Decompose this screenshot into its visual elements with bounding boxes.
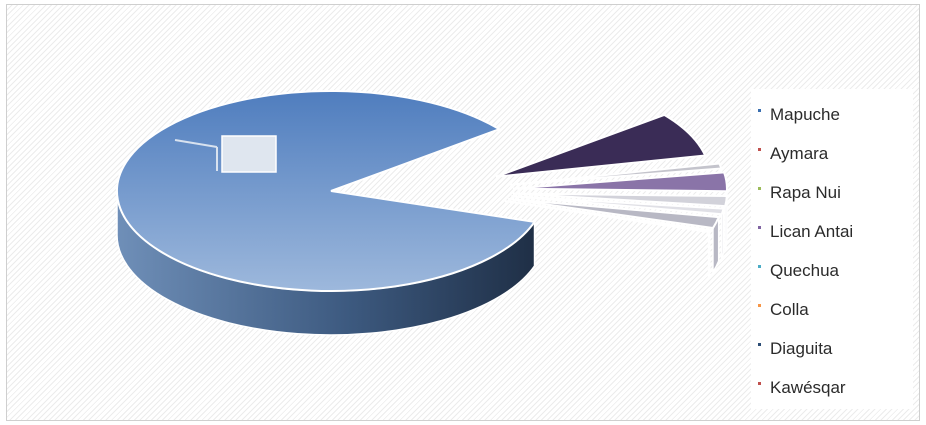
legend-label: Kawésqar — [770, 378, 846, 398]
legend-marker-rapa-nui — [758, 187, 761, 190]
legend-label: Mapuche — [770, 105, 840, 125]
legend-label: Quechua — [770, 261, 839, 281]
legend-label: Colla — [770, 300, 809, 320]
legend-item-mapuche: Mapuche — [751, 101, 840, 129]
legend-label: Rapa Nui — [770, 183, 841, 203]
legend-item-kawesqar: Kawésqar — [751, 374, 846, 402]
pie-slice-top-mapuche — [117, 91, 535, 291]
legend-marker-lican-antai — [758, 226, 761, 229]
legend-item-rapa-nui: Rapa Nui — [751, 179, 841, 207]
pie-slice-side-kawesqar — [709, 230, 710, 276]
mapuche-data-label-box — [222, 136, 276, 172]
legend-item-aymara: Aymara — [751, 140, 828, 168]
pie-slice-mapuche — [117, 91, 535, 335]
legend-marker-kawesqar — [758, 382, 761, 385]
legend-label: Diaguita — [770, 339, 832, 359]
legend-marker-aymara — [758, 148, 761, 151]
legend: Mapuche Aymara Rapa Nui Lican Antai Quec… — [751, 89, 913, 409]
legend-item-colla: Colla — [751, 296, 809, 324]
legend-marker-mapuche — [758, 109, 761, 112]
legend-item-diaguita: Diaguita — [751, 335, 832, 363]
legend-label: Lican Antai — [770, 222, 853, 242]
legend-item-quechua: Quechua — [751, 257, 839, 285]
legend-marker-colla — [758, 304, 761, 307]
pie-slice-side-colla — [722, 209, 724, 259]
chart-area: Mapuche Aymara Rapa Nui Lican Antai Quec… — [6, 4, 920, 421]
legend-label: Aymara — [770, 144, 828, 164]
legend-item-lican-antai: Lican Antai — [751, 218, 853, 246]
legend-marker-diaguita — [758, 343, 761, 346]
legend-marker-quechua — [758, 265, 761, 268]
